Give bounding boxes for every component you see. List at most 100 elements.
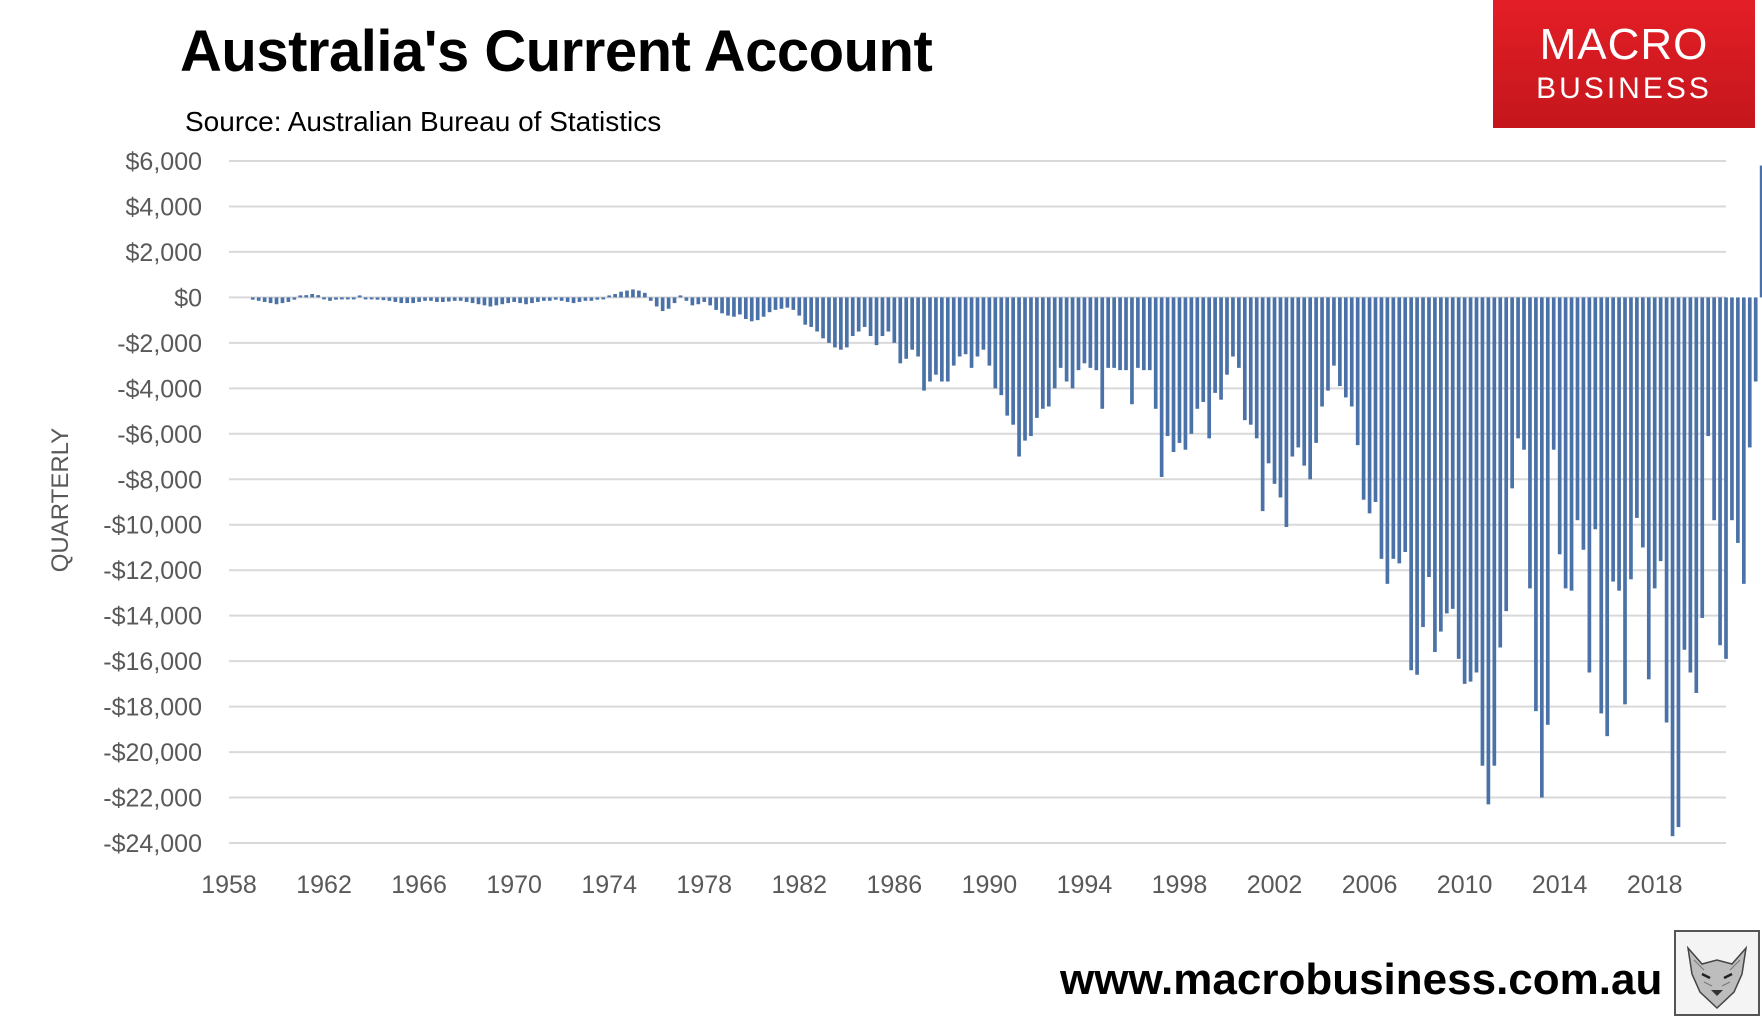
bar	[494, 297, 499, 306]
bar	[839, 297, 843, 350]
bars	[250, 165, 1762, 837]
bar	[1017, 297, 1021, 457]
bar	[1207, 297, 1212, 439]
macro-business-logo[interactable]: MACRO BUSINESS	[1493, 0, 1755, 128]
bar	[1248, 297, 1253, 425]
bar	[1296, 297, 1301, 448]
x-axis-ticks: 1958 1962 1966 1970 1974 1978 1982 1986 1990 1994…	[201, 871, 1682, 899]
bar	[732, 297, 736, 317]
bar	[963, 297, 968, 355]
bar	[429, 297, 433, 301]
bar	[1290, 297, 1295, 457]
bar	[1504, 297, 1509, 612]
bar	[898, 297, 903, 364]
bar	[637, 290, 641, 298]
bar	[304, 295, 309, 298]
bar	[298, 295, 303, 298]
bar	[1557, 297, 1562, 555]
x-tick-label: 2006	[1342, 871, 1398, 899]
bar	[1355, 297, 1360, 446]
logo-line-2: BUSINESS	[1536, 72, 1712, 105]
bar	[1029, 297, 1033, 437]
bar	[850, 297, 855, 337]
bar	[1343, 297, 1348, 398]
bar	[1706, 297, 1711, 437]
bar	[1213, 297, 1217, 393]
bar	[648, 297, 653, 301]
bar	[452, 297, 457, 301]
x-tick-label: 1982	[771, 871, 827, 899]
bar	[518, 297, 522, 304]
bar	[458, 297, 463, 301]
bar	[417, 297, 421, 302]
bar	[375, 297, 380, 300]
bar	[446, 297, 451, 302]
bar	[328, 297, 332, 301]
chart-title: Australia's Current Account	[180, 19, 933, 84]
bar	[1563, 297, 1568, 589]
bar	[1724, 297, 1728, 659]
bar	[1753, 297, 1758, 382]
bar	[862, 297, 867, 327]
bar	[268, 297, 273, 304]
bar	[1528, 297, 1532, 589]
bar	[1308, 297, 1313, 480]
bar	[1124, 297, 1128, 371]
bar	[1052, 297, 1057, 389]
bar	[696, 297, 701, 305]
bar	[1023, 297, 1027, 441]
bar	[1385, 297, 1390, 584]
y-tick-label: -$18,000	[103, 694, 202, 722]
bar	[316, 295, 320, 298]
bar	[1510, 297, 1514, 489]
bar	[1415, 297, 1419, 675]
bar	[583, 297, 588, 301]
bar	[856, 297, 861, 332]
bar	[827, 297, 831, 343]
bar	[815, 297, 819, 332]
bar	[702, 297, 707, 302]
bar	[1694, 297, 1699, 693]
bar	[1474, 297, 1479, 673]
website-url[interactable]: www.macrobusiness.com.au	[1060, 955, 1663, 1004]
bar	[1165, 297, 1170, 437]
bar	[1147, 297, 1152, 371]
bar	[1177, 297, 1182, 443]
bar	[642, 292, 647, 298]
bar	[250, 297, 255, 300]
bar	[1254, 297, 1259, 439]
bar	[345, 297, 350, 300]
bar	[1332, 297, 1336, 366]
bar	[619, 291, 623, 298]
bar	[262, 297, 267, 302]
bar	[1409, 297, 1413, 671]
bar	[684, 297, 689, 301]
bar	[310, 293, 315, 298]
bar	[1730, 297, 1734, 521]
bar	[607, 295, 612, 298]
bar	[411, 297, 415, 304]
bar	[1599, 297, 1604, 714]
y-tick-label: -$2,000	[117, 330, 202, 358]
bar	[1676, 297, 1681, 828]
bar	[256, 297, 261, 301]
y-tick-label: -$20,000	[103, 739, 202, 767]
x-tick-label: 2014	[1532, 871, 1588, 899]
bar	[726, 297, 730, 316]
bar	[910, 297, 914, 350]
bar	[874, 297, 879, 346]
bar	[1278, 297, 1283, 498]
bar	[506, 297, 511, 304]
bar	[595, 297, 600, 300]
bar	[892, 297, 897, 343]
bar	[957, 297, 962, 357]
bar	[1076, 297, 1081, 371]
wolf-logo-icon	[1674, 930, 1760, 1016]
bar	[934, 297, 938, 375]
bar	[1587, 297, 1592, 673]
bar	[1153, 297, 1158, 409]
bar	[1183, 297, 1188, 450]
x-tick-label: 1962	[296, 871, 352, 899]
bar	[1100, 297, 1105, 409]
y-tick-label: -$14,000	[103, 603, 202, 631]
